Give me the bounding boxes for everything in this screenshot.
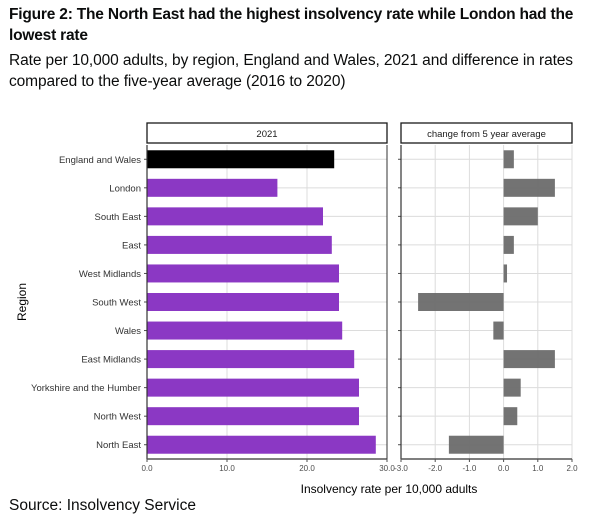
category-label: London [109, 183, 141, 194]
tick-label-x: -3.0 [394, 464, 408, 473]
source-note: Source: Insolvency Service [9, 497, 196, 514]
category-label: East [122, 240, 141, 251]
category-label: South East [95, 212, 142, 223]
tick-label-x: 30.0 [379, 464, 395, 473]
bar-2021-yorkshire-and-the-humber [147, 378, 359, 397]
tick-label-x: 20.0 [299, 464, 315, 473]
category-label: Wales [115, 326, 141, 337]
bar-2021-south-west [147, 293, 339, 311]
bar-change-north-west [503, 407, 518, 426]
bar-2021-north-west [147, 407, 359, 426]
bar-2021-wales [147, 321, 343, 340]
bar-change-south-west [418, 293, 504, 311]
tick-label-x: 2.0 [566, 464, 578, 473]
bar-2021-england-and-wales [147, 150, 335, 169]
chart-subtitle: Rate per 10,000 adults, by region, Engla… [9, 52, 573, 90]
bar-change-south-east [503, 207, 538, 226]
bar-2021-west-midlands [147, 264, 339, 283]
category-label: North East [96, 440, 141, 451]
category-label: West Midlands [79, 269, 141, 280]
panel-title-1: change from 5 year average [427, 129, 546, 140]
tick-label-x: -1.0 [463, 464, 477, 473]
category-label: East Midlands [81, 355, 141, 366]
chart-title: Figure 2: The North East had the highest… [9, 6, 574, 44]
bar-2021-north-east [147, 435, 376, 454]
bar-2021-east [147, 235, 332, 254]
bar-change-east [503, 235, 514, 254]
category-label: Yorkshire and the Humber [31, 383, 141, 394]
bar-change-east-midlands [503, 350, 555, 369]
bar-change-england-and-wales [503, 150, 514, 169]
bar-change-london [503, 178, 555, 197]
category-label: England and Wales [59, 155, 141, 166]
bar-change-wales [493, 321, 504, 340]
bar-change-west-midlands [503, 264, 508, 283]
x-axis-title: Insolvency rate per 10,000 adults [301, 482, 478, 496]
bar-change-north-east [448, 435, 504, 454]
tick-label-x: 0.0 [498, 464, 510, 473]
panel-strip-0 [146, 122, 388, 144]
bar-2021-london [147, 178, 278, 197]
tick-label-x: 1.0 [532, 464, 544, 473]
bar-change-yorkshire-and-the-humber [503, 378, 521, 397]
category-label: North West [94, 412, 142, 423]
bar-2021-east-midlands [147, 350, 355, 369]
tick-label-x: 0.0 [141, 464, 153, 473]
bar-2021-south-east [147, 207, 323, 226]
tick-label-x: 10.0 [219, 464, 235, 473]
tick-label-x: -2.0 [428, 464, 442, 473]
panel-strip-1 [400, 122, 573, 144]
panel-title-0: 2021 [256, 129, 277, 140]
y-axis-title: Region [15, 283, 29, 321]
category-label: South West [92, 298, 141, 309]
